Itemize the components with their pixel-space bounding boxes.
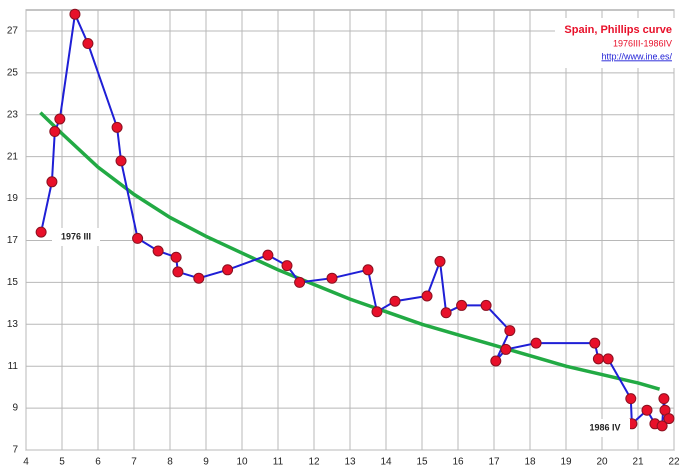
data-point [115,155,127,167]
data-point [82,38,94,50]
data-point [49,126,61,138]
x-tick-label: 5 [59,457,65,468]
y-tick-label: 15 [7,277,19,288]
data-point [440,307,452,319]
data-point [54,113,66,125]
x-tick-label: 19 [560,457,572,468]
data-point [658,393,670,405]
data-point [530,337,542,349]
x-tick-label: 12 [308,457,320,468]
x-tick-label: 16 [452,457,464,468]
x-tick-label: 13 [344,457,356,468]
x-tick-label: 11 [273,457,284,468]
data-point [69,8,81,20]
x-tick-label: 22 [668,457,680,468]
data-point [46,176,58,188]
data-point [602,353,614,365]
series-line [39,111,661,391]
series-line [40,10,670,428]
y-tick-label: 7 [12,445,18,456]
annotation: 1986 IV [589,422,620,432]
y-tick-label: 25 [7,67,19,78]
y-tick-label: 21 [7,151,19,162]
x-tick-label: 8 [167,457,173,468]
data-point [389,295,401,307]
data-point [222,264,234,276]
grid: 4 5 6 7 8 9 10 11 12 13 14 15 16 17 18 19 20 21 22 7 9 11 13 15… [7,9,680,468]
chart-title: Spain, Phillips curve [564,24,672,36]
x-tick-label: 20 [596,457,608,468]
label-box [580,419,630,437]
data-point [170,251,182,263]
x-tick-label: 6 [95,457,101,468]
data-point [132,232,144,244]
data-point [625,393,637,405]
x-tick-label: 18 [524,457,536,468]
y-tick-label: 23 [7,109,19,120]
x-tick-label: 4 [23,457,29,468]
x-tick-label: 15 [416,457,428,468]
data-point [456,299,468,311]
y-tick-label: 9 [12,403,18,414]
data-point [663,413,675,425]
plot [35,8,675,432]
data-point [172,266,184,278]
title-box [555,18,680,68]
data-point [434,255,446,267]
annotation: 1976 III [61,231,91,241]
data-point [592,353,604,365]
x-tick-label: 10 [236,457,248,468]
data-point [362,264,374,276]
data-point [371,306,383,318]
x-tick-label: 17 [488,457,500,468]
x-tick-label: 7 [131,457,137,468]
data-point [656,420,668,432]
data-point [641,404,653,416]
data-point [294,276,306,288]
data-point [504,325,516,337]
x-tick-label: 14 [380,457,392,468]
y-tick-label: 11 [8,361,19,372]
data-point [281,260,293,272]
y-tick-label: 13 [7,319,19,330]
data-point [152,245,164,257]
y-tick-label: 27 [7,26,19,37]
x-tick-label: 9 [203,457,209,468]
y-tick-label: 17 [7,235,19,246]
data-point [326,272,338,284]
data-point [480,299,492,311]
y-tick-label: 19 [7,193,19,204]
data-point [111,121,123,133]
x-tick-label: 21 [632,457,644,468]
data-point [589,337,601,349]
chart-subtitle: 1976III-1986IV [613,38,672,48]
label-box [52,228,100,246]
data-point [35,226,47,238]
data-point [421,290,433,302]
source-link[interactable]: http://www.ine.es/ [601,51,672,61]
data-point [193,272,205,284]
data-point [490,355,502,367]
data-point [262,249,274,261]
data-point [500,343,512,355]
